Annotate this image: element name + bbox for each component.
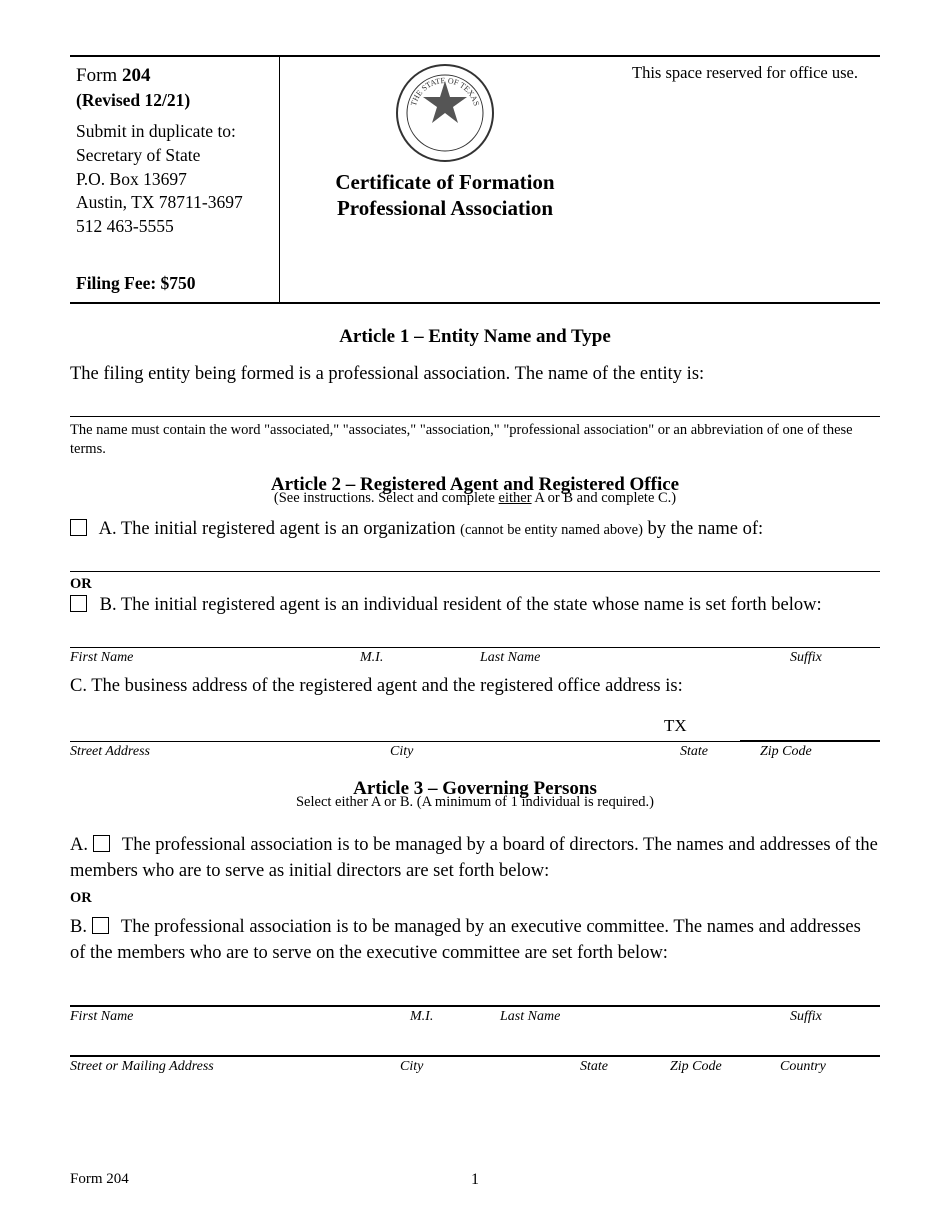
article-2-sub-pre: (See instructions. Select and complete bbox=[274, 490, 499, 506]
label-gov-street: Street or Mailing Address bbox=[70, 1059, 400, 1075]
header-center-block: THE STATE OF TEXAS Certificate of Format… bbox=[280, 57, 610, 222]
article-2-subtitle: (See instructions. Select and complete e… bbox=[70, 490, 880, 507]
revised-date: (Revised 12/21) bbox=[76, 89, 271, 113]
office-use-note: This space reserved for office use. bbox=[610, 57, 880, 83]
label-gov-first: First Name bbox=[70, 1009, 410, 1025]
state-seal-icon: THE STATE OF TEXAS bbox=[395, 63, 495, 163]
governing-address-field-line[interactable] bbox=[70, 1053, 880, 1057]
article-2-option-a: A. The initial registered agent is an or… bbox=[70, 517, 880, 543]
addr-line-1: Secretary of State bbox=[76, 144, 271, 168]
phone: 512 463-5555 bbox=[76, 215, 271, 239]
label-gov-mi: M.I. bbox=[410, 1009, 500, 1025]
submit-line: Submit in duplicate to: bbox=[76, 120, 271, 144]
label-gov-country: Country bbox=[780, 1059, 870, 1075]
article-3-option-b: B. The professional association is to be… bbox=[70, 915, 880, 967]
label-gov-suffix: Suffix bbox=[790, 1009, 880, 1025]
opt-a-body: The professional association is to be ma… bbox=[70, 835, 878, 881]
agent-name-field-line[interactable] bbox=[70, 647, 880, 648]
agent-org-name-field-line[interactable] bbox=[70, 571, 880, 572]
registered-address-row[interactable]: TX bbox=[70, 716, 880, 742]
article-2-option-c: C. The business address of the registere… bbox=[70, 674, 880, 700]
addr-line-2: P.O. Box 13697 bbox=[76, 168, 271, 192]
label-gov-zip: Zip Code bbox=[670, 1059, 780, 1075]
opt-a-prefix: A. bbox=[70, 835, 93, 855]
opt-b-text: B. The initial registered agent is an in… bbox=[100, 595, 822, 615]
addr-line-3: Austin, TX 78711-3697 bbox=[76, 191, 271, 215]
checkbox-agent-organization[interactable] bbox=[70, 519, 87, 536]
label-first-name: First Name bbox=[70, 650, 360, 666]
form-number: 204 bbox=[122, 65, 151, 86]
label-gov-city: City bbox=[400, 1059, 580, 1075]
article-2-sub-link: either bbox=[499, 490, 532, 506]
label-street: Street Address bbox=[70, 744, 390, 760]
state-value: TX bbox=[660, 716, 740, 742]
opt-a-text-post: by the name of: bbox=[643, 519, 763, 539]
governing-address-labels: Street or Mailing Address City State Zip… bbox=[70, 1059, 880, 1075]
label-city: City bbox=[390, 744, 680, 760]
article-3-option-a: A. The professional association is to be… bbox=[70, 833, 880, 885]
label-suffix: Suffix bbox=[790, 650, 880, 666]
checkbox-executive-committee[interactable] bbox=[92, 917, 109, 934]
article-1-title: Article 1 – Entity Name and Type bbox=[70, 326, 880, 348]
form-label: Form bbox=[76, 65, 117, 86]
label-zip: Zip Code bbox=[760, 744, 880, 760]
header-left-block: Form 204 (Revised 12/21) Submit in dupli… bbox=[70, 57, 280, 302]
filing-fee: Filing Fee: $750 bbox=[76, 272, 271, 296]
label-mi: M.I. bbox=[360, 650, 480, 666]
governing-name-field-line[interactable] bbox=[70, 1003, 880, 1007]
agent-name-labels: First Name M.I. Last Name Suffix bbox=[70, 650, 880, 666]
label-gov-last: Last Name bbox=[500, 1009, 790, 1025]
article-2-sub-post: A or B and complete C.) bbox=[532, 490, 677, 506]
footer-form: Form 204 bbox=[70, 1171, 129, 1188]
article-1-intro: The filing entity being formed is a prof… bbox=[70, 362, 880, 388]
opt-a-paren: (cannot be entity named above) bbox=[460, 522, 643, 538]
opt-b-body: The professional association is to be ma… bbox=[70, 917, 861, 963]
governing-name-labels: First Name M.I. Last Name Suffix bbox=[70, 1009, 880, 1025]
registered-address-labels: Street Address City State Zip Code bbox=[70, 744, 880, 760]
label-gov-state: State bbox=[580, 1059, 670, 1075]
label-state: State bbox=[680, 744, 760, 760]
form-header: Form 204 (Revised 12/21) Submit in dupli… bbox=[70, 55, 880, 304]
checkbox-agent-individual[interactable] bbox=[70, 595, 87, 612]
checkbox-board-directors[interactable] bbox=[93, 835, 110, 852]
label-last-name: Last Name bbox=[480, 650, 790, 666]
opt-a-text-pre: A. The initial registered agent is an or… bbox=[99, 519, 461, 539]
certificate-title-2: Professional Association bbox=[280, 195, 610, 221]
certificate-title-1: Certificate of Formation bbox=[280, 169, 610, 195]
page-footer: Form 204 1 bbox=[70, 1171, 880, 1188]
article-3-or: OR bbox=[70, 890, 880, 907]
article-2-option-b: B. The initial registered agent is an in… bbox=[70, 593, 880, 619]
form-number-line: Form 204 bbox=[76, 63, 271, 89]
footer-page-number: 1 bbox=[471, 1171, 479, 1189]
article-3-subtitle: Select either A or B. (A minimum of 1 in… bbox=[70, 794, 880, 811]
entity-name-field-line[interactable] bbox=[70, 416, 880, 417]
article-1-note: The name must contain the word "associat… bbox=[70, 421, 880, 460]
article-2-or: OR bbox=[70, 576, 880, 593]
opt-b-prefix: B. bbox=[70, 917, 92, 937]
